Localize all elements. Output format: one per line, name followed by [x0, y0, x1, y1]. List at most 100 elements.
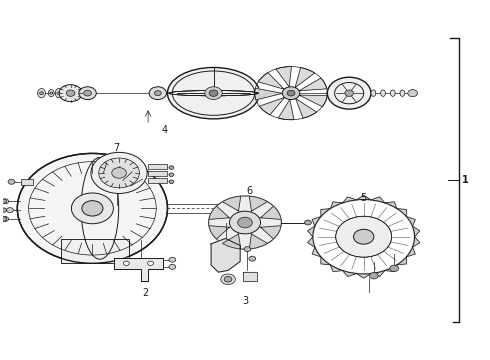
Polygon shape — [413, 226, 420, 237]
Circle shape — [369, 273, 378, 279]
Circle shape — [84, 90, 92, 96]
Polygon shape — [295, 68, 315, 87]
Circle shape — [59, 85, 82, 102]
Polygon shape — [261, 226, 281, 239]
Circle shape — [112, 168, 126, 178]
Bar — [61, 239, 129, 263]
Circle shape — [221, 274, 235, 284]
Circle shape — [91, 152, 147, 193]
Polygon shape — [222, 196, 241, 211]
Circle shape — [1, 208, 7, 212]
Circle shape — [154, 91, 161, 96]
Polygon shape — [249, 234, 268, 249]
Circle shape — [287, 90, 295, 96]
Circle shape — [79, 87, 96, 100]
Ellipse shape — [381, 90, 386, 96]
Polygon shape — [278, 99, 294, 120]
Polygon shape — [312, 247, 321, 257]
Circle shape — [2, 216, 9, 221]
Circle shape — [8, 179, 15, 184]
Ellipse shape — [172, 90, 178, 97]
Polygon shape — [276, 67, 292, 87]
Polygon shape — [243, 272, 257, 281]
Polygon shape — [312, 217, 321, 226]
Polygon shape — [385, 202, 397, 208]
Circle shape — [353, 229, 374, 244]
Circle shape — [224, 276, 232, 282]
Circle shape — [244, 247, 251, 252]
Polygon shape — [211, 238, 240, 272]
Bar — [61, 239, 129, 263]
Bar — [21, 179, 33, 185]
Polygon shape — [407, 217, 415, 226]
Circle shape — [169, 180, 174, 184]
Ellipse shape — [38, 89, 46, 98]
Polygon shape — [261, 206, 281, 219]
Polygon shape — [356, 274, 371, 278]
Circle shape — [147, 261, 153, 265]
Circle shape — [7, 208, 13, 213]
Ellipse shape — [400, 90, 405, 96]
Text: 7: 7 — [114, 143, 120, 153]
Polygon shape — [330, 202, 343, 208]
Circle shape — [2, 199, 9, 204]
Polygon shape — [209, 206, 229, 219]
Circle shape — [72, 193, 113, 224]
Circle shape — [249, 256, 256, 261]
Circle shape — [1, 199, 7, 203]
Text: 2: 2 — [143, 288, 149, 298]
Polygon shape — [114, 258, 163, 281]
Circle shape — [209, 196, 281, 249]
Circle shape — [327, 77, 371, 109]
Circle shape — [345, 90, 353, 96]
Circle shape — [50, 92, 53, 94]
Polygon shape — [259, 98, 285, 115]
Polygon shape — [407, 247, 415, 257]
Ellipse shape — [371, 90, 376, 96]
Polygon shape — [321, 257, 330, 265]
Polygon shape — [397, 208, 407, 217]
Polygon shape — [343, 271, 356, 276]
Polygon shape — [299, 78, 327, 91]
Circle shape — [17, 153, 168, 263]
Polygon shape — [321, 208, 330, 217]
Circle shape — [229, 211, 261, 234]
Circle shape — [98, 158, 139, 188]
Polygon shape — [249, 196, 268, 211]
Text: 6: 6 — [247, 186, 253, 195]
Ellipse shape — [391, 90, 395, 96]
Circle shape — [82, 201, 103, 216]
Polygon shape — [371, 197, 385, 203]
Circle shape — [169, 264, 176, 269]
Circle shape — [66, 90, 75, 96]
Polygon shape — [308, 237, 315, 247]
Circle shape — [169, 166, 174, 169]
Polygon shape — [371, 271, 385, 276]
Polygon shape — [397, 257, 407, 265]
Ellipse shape — [168, 67, 260, 119]
Polygon shape — [385, 265, 397, 271]
Text: 3: 3 — [242, 296, 248, 306]
Text: 4: 4 — [162, 125, 168, 135]
Circle shape — [57, 92, 60, 94]
Circle shape — [305, 220, 311, 225]
Polygon shape — [356, 195, 371, 200]
Circle shape — [123, 261, 129, 265]
Ellipse shape — [260, 89, 266, 97]
Polygon shape — [330, 265, 343, 271]
Polygon shape — [222, 234, 241, 249]
Circle shape — [169, 173, 174, 176]
Polygon shape — [209, 226, 229, 239]
Bar — [148, 164, 167, 169]
Polygon shape — [255, 88, 282, 100]
Circle shape — [1, 217, 7, 221]
Polygon shape — [258, 73, 284, 89]
Circle shape — [390, 265, 398, 271]
Circle shape — [336, 216, 392, 257]
Circle shape — [209, 90, 218, 96]
Circle shape — [40, 92, 44, 95]
Circle shape — [169, 257, 176, 262]
Polygon shape — [295, 99, 317, 118]
Circle shape — [282, 87, 300, 100]
Text: 5: 5 — [361, 193, 367, 203]
